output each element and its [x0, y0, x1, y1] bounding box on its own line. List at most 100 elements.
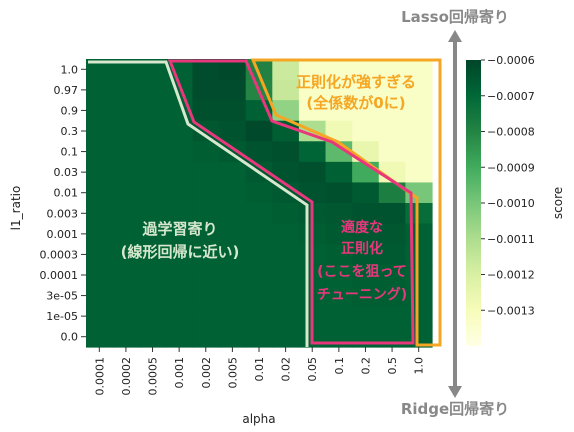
- heatmap-cell: [272, 203, 300, 225]
- heatmap-cell: [219, 305, 247, 328]
- colorbar-tick-label: −0.0012: [487, 269, 535, 282]
- x-tick-label: 0.1: [333, 357, 346, 375]
- heatmap-cell: [405, 79, 433, 101]
- lasso-label: Lasso回帰寄り: [401, 8, 509, 26]
- heatmap-cell: [165, 120, 194, 142]
- y-tick-label: 3e-05: [46, 290, 78, 303]
- heatmap-cell: [192, 79, 220, 101]
- strong-regularization-title: 正則化が強すぎる: [296, 73, 416, 91]
- y-tick-label: 0.0: [61, 331, 79, 344]
- heatmap-cell: [245, 182, 273, 204]
- heatmap-cell: [112, 264, 140, 286]
- heatmap-cell: [378, 182, 406, 204]
- heatmap-cell: [352, 182, 380, 204]
- heatmap-cell: [192, 326, 220, 348]
- y-tick-label: 0.03: [54, 166, 79, 179]
- heatmap-cell: [352, 264, 380, 286]
- heatmap-cell: [86, 161, 114, 184]
- heatmap-cell: [86, 100, 114, 122]
- heatmap-cell: [325, 120, 353, 142]
- heatmap-cell: [139, 59, 167, 81]
- heatmap-cell: [192, 244, 220, 266]
- heatmap-cell: [245, 223, 273, 245]
- overfit-subtitle: (線形回帰に近い): [121, 243, 240, 261]
- heatmap-cell: [405, 59, 433, 81]
- x-tick-label: 0.005: [226, 357, 239, 389]
- x-tick-label: 0.0002: [120, 357, 133, 396]
- heatmap-cell: [272, 244, 300, 266]
- heatmap-cell: [86, 79, 114, 101]
- heatmap-cell: [219, 264, 247, 286]
- heatmap-cell: [405, 161, 433, 184]
- heatmap-cell: [192, 203, 220, 225]
- heatmap-cell: [298, 161, 327, 184]
- colorbar-tick-label: −0.0009: [487, 161, 535, 174]
- heatmap-cell: [112, 141, 140, 163]
- heatmap-cell: [139, 141, 167, 163]
- heatmap-cell: [165, 161, 194, 184]
- heatmap-cell: [378, 120, 406, 142]
- heatmap-cell: [112, 79, 140, 101]
- heatmap-cell: [325, 285, 353, 307]
- heatmap-cell: [272, 79, 300, 101]
- heatmap-cell: [245, 305, 273, 328]
- heatmap-cell: [245, 326, 273, 348]
- heatmap-cell: [378, 305, 406, 328]
- heatmap-cell: [165, 285, 194, 307]
- y-tick-labels: 1.0 0.97 0.9 0.3 0.1 0.03 0.01 0.003 0.001 0.0003…: [40, 63, 86, 344]
- heatmap-cell: [378, 264, 406, 286]
- heatmap-cell: [139, 120, 167, 142]
- heatmap-cell: [219, 100, 247, 122]
- y-tick-label: 0.97: [54, 84, 79, 97]
- colorbar-ticks: −0.0006 −0.0007 −0.0008 −0.0009 −0.0010 −0.00…: [481, 54, 535, 317]
- heatmap-cell: [378, 285, 406, 307]
- heatmap-cell: [112, 182, 140, 204]
- heatmap-cell: [405, 223, 433, 245]
- heatmap-cell: [192, 161, 220, 184]
- heatmap-cell: [378, 141, 406, 163]
- heatmap-cell: [165, 223, 194, 245]
- heatmap-cell: [139, 244, 167, 266]
- heatmap-cell: [405, 120, 433, 142]
- x-tick-label: 0.05: [306, 357, 319, 382]
- heatmap-cell: [139, 182, 167, 204]
- heatmap-cell: [139, 223, 167, 245]
- y-tick-label: 0.001: [47, 228, 79, 241]
- heatmap-cell: [272, 305, 300, 328]
- colorbar-label: score: [551, 187, 565, 219]
- heatmap-cell: [405, 141, 433, 163]
- heatmap-cell: [272, 141, 300, 163]
- heatmap-cell: [272, 223, 300, 245]
- heatmap-cell: [219, 79, 247, 101]
- y-tick-label: 1.0: [61, 63, 79, 76]
- heatmap-cell: [139, 161, 167, 184]
- good-regularization-region-outline: [167, 59, 415, 345]
- heatmap-cell: [86, 141, 114, 163]
- good-regularization-line3: (ここを狙って: [317, 264, 407, 280]
- heatmap-cell: [325, 305, 353, 328]
- heatmap-cell: [352, 100, 380, 122]
- heatmap-cell: [325, 59, 353, 81]
- heatmap-cell: [219, 244, 247, 266]
- heatmap-cell: [325, 244, 353, 266]
- y-tick-label: 1e-05: [46, 310, 78, 323]
- heatmap-cell: [219, 326, 247, 348]
- strong-regularization-region-outline: [250, 58, 442, 347]
- heatmap-cell: [298, 79, 327, 101]
- heatmap-cell: [378, 223, 406, 245]
- y-tick-label: 0.3: [61, 125, 79, 138]
- heatmap-cell: [245, 244, 273, 266]
- heatmap-cell: [192, 305, 220, 328]
- heatmap-cell: [352, 244, 380, 266]
- heatmap-cell: [219, 161, 247, 184]
- heatmap-cell: [165, 182, 194, 204]
- heatmap-cell: [219, 141, 247, 163]
- heatmap-cell: [86, 182, 114, 204]
- heatmap-cell: [219, 285, 247, 307]
- heatmap-cell: [245, 120, 273, 142]
- heatmap-cell: [352, 305, 380, 328]
- heatmap-cell: [86, 223, 114, 245]
- heatmap-cell: [139, 100, 167, 122]
- good-regularization-line1: 適度な: [341, 219, 383, 236]
